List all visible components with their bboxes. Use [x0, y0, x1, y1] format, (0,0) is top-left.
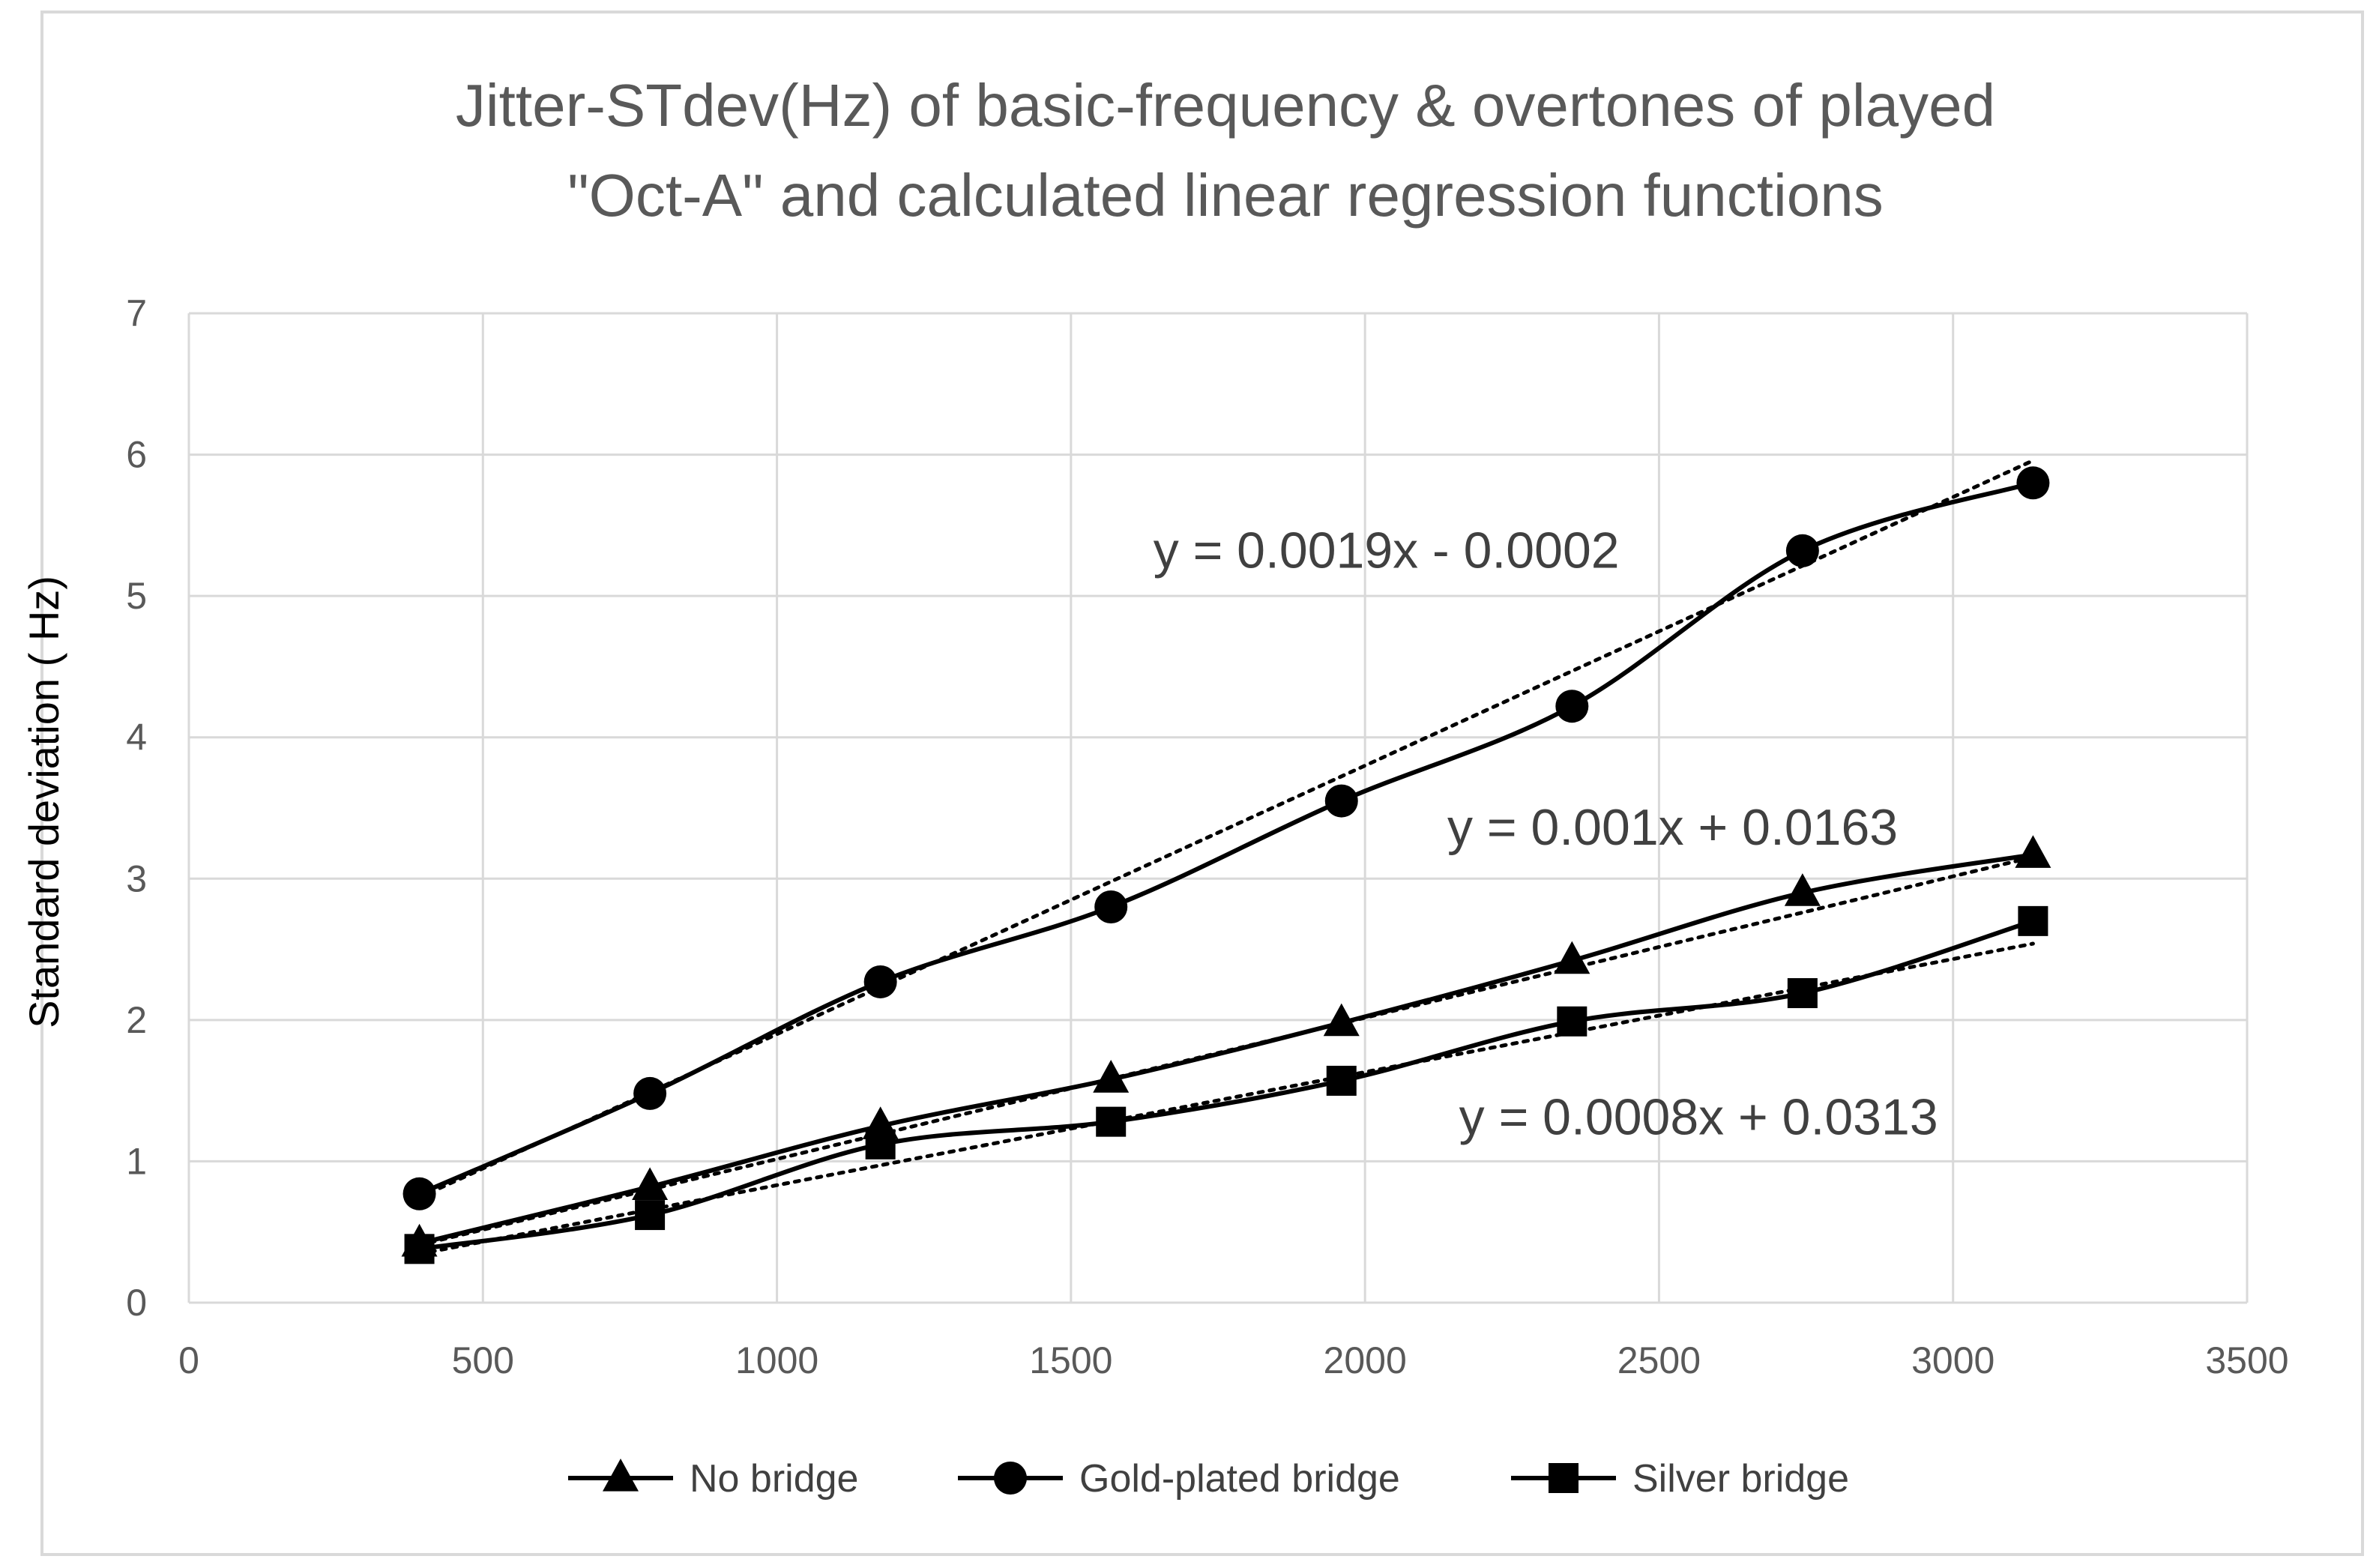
- legend-marker-silver-bridge: [1549, 1463, 1579, 1493]
- data-point-silver-bridge: [635, 1200, 666, 1231]
- x-tick-label: 2000: [1324, 1339, 1407, 1381]
- chart-title-line-1: Jitter-STdev(Hz) of basic-frequency & ov…: [456, 72, 1995, 139]
- data-point-gold-plated-bridge: [633, 1076, 667, 1110]
- data-point-silver-bridge: [1787, 978, 1818, 1009]
- data-point-silver-bridge: [1557, 1006, 1587, 1037]
- data-point-silver-bridge: [865, 1129, 896, 1160]
- y-tick-label: 7: [126, 292, 147, 334]
- trendline-equation: y = 0.001x + 0.0163: [1447, 799, 1898, 856]
- series-line-silver-bridge: [419, 918, 2034, 1252]
- data-point-no-bridge: [1093, 1060, 1130, 1093]
- x-tick-label: 1000: [735, 1339, 818, 1381]
- y-tick-label: 1: [126, 1140, 147, 1182]
- y-tick-label: 6: [126, 434, 147, 476]
- data-point-gold-plated-bridge: [1555, 690, 1589, 723]
- x-tick-label: 3500: [2205, 1339, 2288, 1381]
- series-line-gold-plated-bridge: [418, 480, 2034, 1196]
- data-point-silver-bridge: [1326, 1065, 1357, 1096]
- trendline-silver-bridge: [417, 941, 2035, 1256]
- y-tick-label: 2: [126, 999, 147, 1041]
- data-point-gold-plated-bridge: [1324, 784, 1358, 818]
- data-point-silver-bridge: [1096, 1106, 1127, 1137]
- data-point-no-bridge: [1784, 873, 1821, 906]
- data-point-gold-plated-bridge: [1094, 890, 1128, 923]
- data-point-no-bridge: [1323, 1003, 1360, 1037]
- legend: No bridge Gold-plated bridge Silver bridge: [568, 1457, 1849, 1501]
- x-tick-label: 1500: [1029, 1339, 1112, 1381]
- x-tick-label: 3000: [1911, 1339, 1994, 1381]
- trendline-equation: y = 0.0008x + 0.0313: [1459, 1089, 1938, 1146]
- x-tick-label: 500: [452, 1339, 514, 1381]
- chart-title-line-2: "Oct-A" and calculated linear regression…: [567, 162, 1883, 229]
- y-tick-label: 3: [126, 857, 147, 899]
- data-point-gold-plated-bridge: [402, 1177, 436, 1210]
- y-tick-label: 0: [126, 1282, 147, 1324]
- x-tick-label: 0: [178, 1339, 199, 1381]
- legend-marker-gold-plated-bridge: [994, 1462, 1027, 1495]
- legend-label-silver-bridge: Silver bridge: [1632, 1457, 1849, 1501]
- chart-frame: [40, 10, 2364, 1556]
- y-axis-label: Standard deviation ( Hz): [20, 576, 67, 1028]
- x-tick-label: 2500: [1617, 1339, 1701, 1381]
- legend-marker-no-bridge: [603, 1458, 639, 1492]
- data-point-silver-bridge: [404, 1234, 435, 1264]
- data-point-gold-plated-bridge: [1785, 534, 1819, 567]
- trendline-no-bridge: [417, 855, 2035, 1247]
- trendline-equation: y = 0.0019x - 0.0002: [1154, 522, 1620, 579]
- data-point-silver-bridge: [2018, 905, 2048, 936]
- y-tick-label: 4: [126, 717, 147, 759]
- data-point-no-bridge: [1554, 941, 1590, 974]
- data-point-gold-plated-bridge: [863, 965, 897, 998]
- legend-label-no-bridge: No bridge: [690, 1457, 858, 1501]
- data-point-no-bridge: [2015, 835, 2051, 868]
- data-point-gold-plated-bridge: [2016, 466, 2050, 500]
- legend-label-gold-plated-bridge: Gold-plated bridge: [1079, 1457, 1400, 1501]
- data-point-no-bridge: [632, 1167, 669, 1201]
- series-line-no-bridge: [418, 852, 2033, 1246]
- y-tick-label: 5: [126, 575, 147, 617]
